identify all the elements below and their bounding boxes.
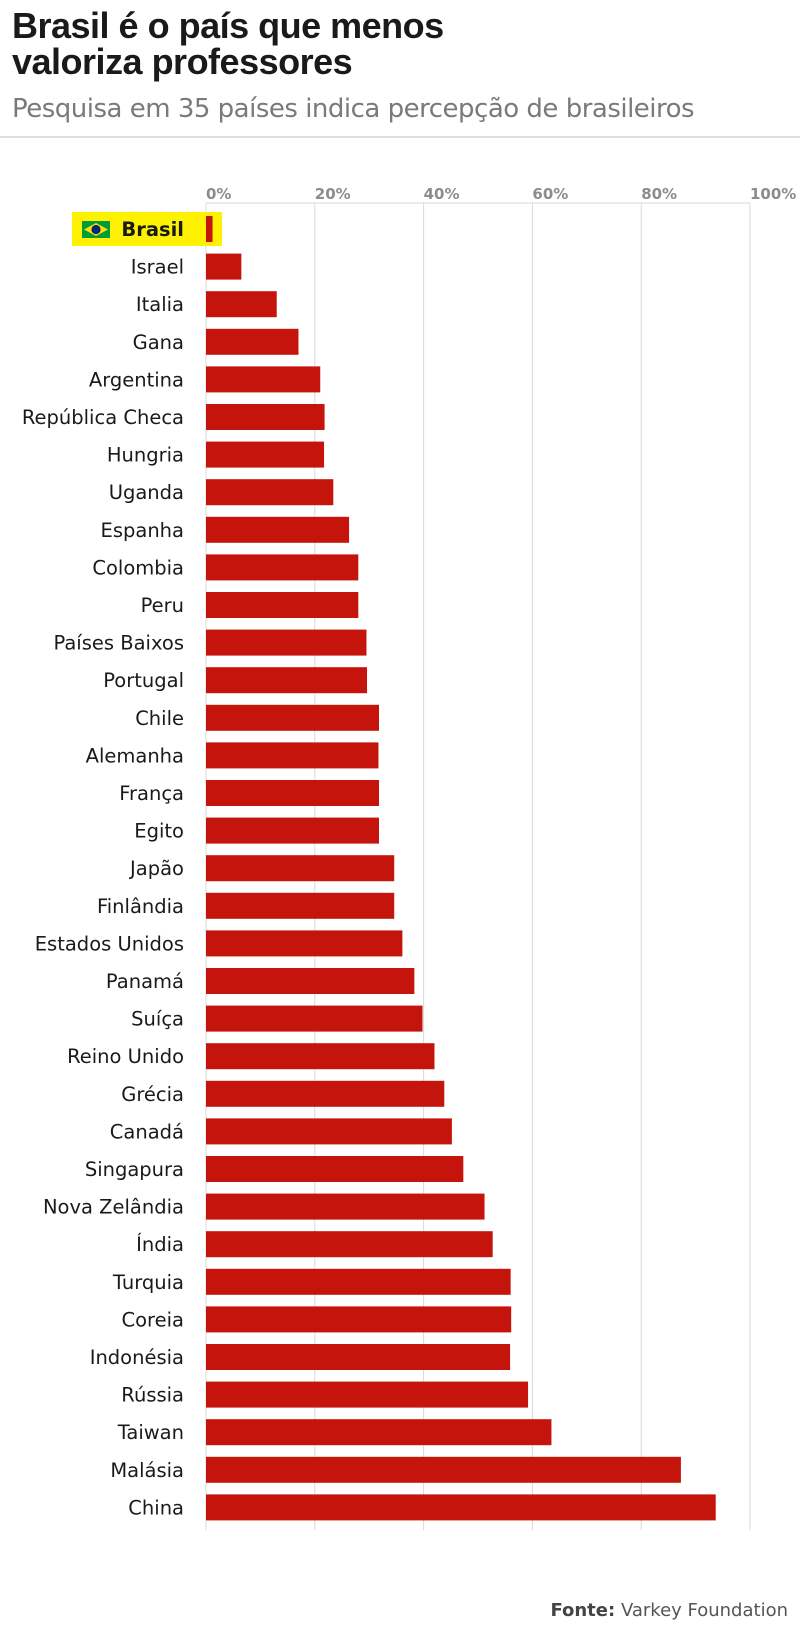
category-label: Portugal (103, 669, 184, 692)
chart-title-line2: valoriza professores (12, 41, 353, 82)
bar (206, 1231, 493, 1258)
category-label: Coreia (122, 1308, 185, 1331)
bar (206, 253, 242, 280)
x-tick-label: 100% (750, 185, 796, 203)
bar (206, 968, 415, 994)
category-label: Reino Unido (67, 1045, 184, 1068)
bar (206, 1043, 435, 1070)
bar (206, 930, 403, 957)
category-label: Países Baixos (53, 632, 184, 655)
category-label: Japão (128, 857, 184, 880)
category-label: Colombia (92, 556, 184, 579)
x-tick-label: 80% (641, 185, 677, 203)
category-label: Gana (133, 331, 184, 354)
category-label: Chile (135, 707, 184, 730)
bar (206, 554, 359, 581)
source-value: Varkey Foundation (620, 1600, 788, 1621)
bar (206, 1156, 464, 1182)
x-tick-label: 60% (532, 185, 568, 203)
source-note: Fonte: Varkey Foundation (550, 1600, 788, 1621)
source-label: Fonte: (550, 1600, 616, 1621)
bar (206, 441, 325, 468)
bar (206, 629, 367, 656)
category-label: Canadá (110, 1120, 184, 1143)
bar (206, 892, 395, 919)
category-label: Suíça (131, 1008, 184, 1031)
category-label: França (119, 782, 184, 805)
category-label: Taiwan (117, 1421, 184, 1444)
category-label: Argentina (89, 368, 184, 391)
bar (206, 742, 379, 769)
x-tick-label: 40% (424, 185, 460, 203)
category-label: Turquia (112, 1271, 184, 1294)
header-divider (0, 136, 800, 138)
category-label: Malásia (110, 1459, 184, 1482)
bar (206, 667, 368, 694)
bar (206, 704, 379, 731)
category-label: Uganda (109, 481, 184, 504)
category-label: Espanha (101, 519, 184, 542)
bar (206, 328, 299, 355)
category-label: República Checa (22, 406, 184, 429)
category-label: Peru (141, 594, 184, 617)
x-tick-label: 0% (206, 185, 231, 203)
bar (206, 366, 321, 393)
bar (206, 291, 277, 318)
category-label: Índia (136, 1233, 184, 1256)
bar (206, 1419, 552, 1446)
chart-header: Brasil é o país que menos valoriza profe… (12, 8, 792, 125)
bar (206, 1005, 423, 1032)
bar (206, 780, 379, 806)
bar (206, 592, 359, 618)
chart-title-line1: Brasil é o país que menos (12, 5, 444, 46)
bar (206, 516, 350, 543)
chart-subtitle: Pesquisa em 35 países indica percepção d… (12, 94, 695, 124)
bar (206, 1080, 445, 1107)
bar (206, 817, 379, 844)
category-label: Grécia (121, 1083, 184, 1106)
bar (206, 855, 395, 882)
bar (206, 1268, 511, 1295)
bar (206, 1118, 452, 1145)
category-label: Hungria (107, 444, 184, 467)
category-label: Singapura (85, 1158, 184, 1181)
category-label: Finlândia (97, 895, 184, 918)
category-label: Nova Zelândia (43, 1196, 184, 1219)
category-label: Panamá (106, 970, 184, 993)
bar (206, 216, 213, 242)
category-label: China (128, 1496, 184, 1519)
bar (206, 1456, 681, 1483)
category-label: Brasil (121, 218, 184, 241)
category-label: Indonésia (90, 1346, 184, 1369)
bar (206, 1381, 529, 1408)
bar (206, 1344, 511, 1370)
category-label: Israel (131, 256, 184, 279)
category-label: Rússia (121, 1384, 184, 1407)
category-label: Alemanha (86, 744, 184, 767)
bar (206, 404, 325, 430)
category-label: Egito (134, 820, 184, 843)
bar (206, 479, 334, 506)
chart-title: Brasil é o país que menos valoriza profe… (12, 8, 792, 80)
bar (206, 1306, 512, 1333)
bar (206, 1494, 716, 1521)
bar-chart: 0% 20% 40% 60% 80% 100% Brasil Israel Italia Gana… (22, 185, 796, 1530)
category-label: Estados Unidos (35, 932, 184, 955)
flag-globe (91, 224, 101, 235)
x-tick-label: 20% (315, 185, 351, 203)
bar (206, 1193, 485, 1220)
category-label: Italia (136, 293, 184, 316)
